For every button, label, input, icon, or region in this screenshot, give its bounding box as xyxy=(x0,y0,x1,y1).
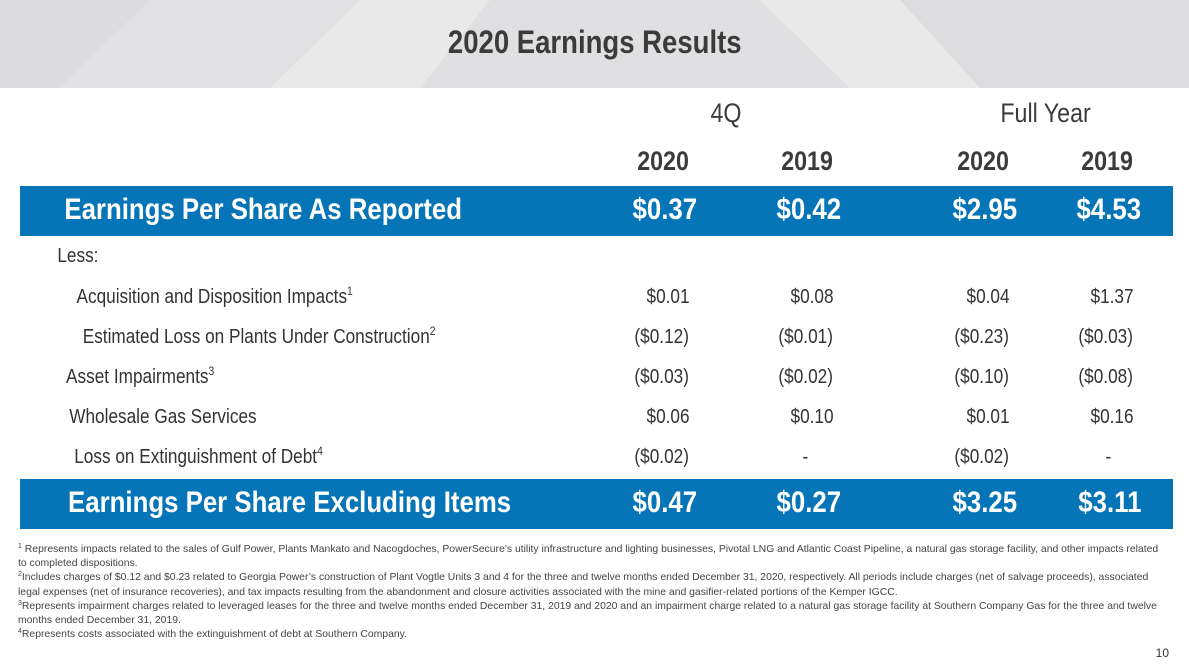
eps-reported-value: $4.53 xyxy=(1076,193,1141,226)
banner-decoration xyxy=(0,0,1189,88)
adjustment-value: ($0.02) xyxy=(634,446,689,468)
year-header: 2020 xyxy=(957,146,1009,176)
eps-excluding-value: $0.47 xyxy=(632,486,697,519)
adjustment-value: ($0.10) xyxy=(954,366,1009,388)
adjustment-label: Acquisition and Disposition Impacts1 xyxy=(76,284,353,308)
adjustment-value: ($0.08) xyxy=(1078,366,1133,388)
eps-reported-value: $0.42 xyxy=(776,193,841,226)
year-header: 2019 xyxy=(781,146,833,176)
adjustment-value: $0.10 xyxy=(790,406,834,428)
adjustment-value: ($0.12) xyxy=(634,326,689,348)
year-header: 2019 xyxy=(1081,146,1133,176)
footnote-marker: 1 xyxy=(347,284,353,298)
footnote: 2Includes charges of $0.12 and $0.23 rel… xyxy=(18,571,1149,598)
footnote-marker: 2 xyxy=(429,324,436,338)
eps-reported-row: Earnings Per Share As Reported $0.37 $0.… xyxy=(20,186,1173,236)
eps-excluding-row: Earnings Per Share Excluding Items $0.47… xyxy=(20,479,1173,529)
adjustment-label: Loss on Extinguishment of Debt4 xyxy=(74,444,323,468)
adjustment-value: ($0.02) xyxy=(778,366,833,388)
adjustment-label: Wholesale Gas Services xyxy=(69,406,257,428)
title-banner: 2020 Earnings Results xyxy=(0,0,1189,88)
adjustment-value: $0.04 xyxy=(966,286,1010,308)
adjustment-value: ($0.02) xyxy=(954,446,1009,468)
adjustment-value: $0.16 xyxy=(1090,406,1134,428)
less-label: Less: xyxy=(57,245,99,267)
eps-excluding-value: $3.25 xyxy=(952,486,1017,519)
adjustment-value: $0.06 xyxy=(646,406,690,428)
column-group-full-year: Full Year xyxy=(1000,98,1091,128)
adjustment-value: $0.01 xyxy=(966,406,1010,428)
footnote: 4Represents costs associated with the ex… xyxy=(18,628,407,641)
year-header: 2020 xyxy=(637,146,689,176)
adjustment-label: Asset Impairments3 xyxy=(66,364,215,388)
eps-excluding-label: Earnings Per Share Excluding Items xyxy=(68,486,512,519)
footnote-marker: 3 xyxy=(208,364,215,378)
adjustment-value: ($0.23) xyxy=(954,326,1009,348)
eps-reported-value: $0.37 xyxy=(632,193,697,226)
adjustment-value: $1.37 xyxy=(1090,286,1134,308)
adjustment-label: Estimated Loss on Plants Under Construct… xyxy=(82,324,436,348)
adjustment-value: ($0.03) xyxy=(1078,326,1133,348)
eps-reported-label: Earnings Per Share As Reported xyxy=(64,193,463,226)
adjustment-value: - xyxy=(802,446,809,468)
footnote: 1 Represents impacts related to the sale… xyxy=(18,543,1159,570)
footnote-marker: 4 xyxy=(317,444,323,458)
eps-excluding-value: $3.11 xyxy=(1077,486,1141,519)
column-group-4q: 4Q xyxy=(710,98,742,128)
footnotes: 1 Represents impacts related to the sale… xyxy=(18,543,1168,642)
adjustment-value: $0.08 xyxy=(790,286,834,308)
page-number: 10 xyxy=(1155,646,1169,660)
adjustment-value: - xyxy=(1105,446,1112,468)
adjustment-value: $0.01 xyxy=(646,286,690,308)
adjustment-value: ($0.03) xyxy=(634,366,689,388)
adjustment-value: ($0.01) xyxy=(778,326,833,348)
page-title: 2020 Earnings Results xyxy=(447,24,742,60)
eps-reported-value: $2.95 xyxy=(952,193,1017,226)
eps-excluding-value: $0.27 xyxy=(776,486,841,519)
footnote: 3Represents impairment charges related t… xyxy=(18,599,1157,627)
